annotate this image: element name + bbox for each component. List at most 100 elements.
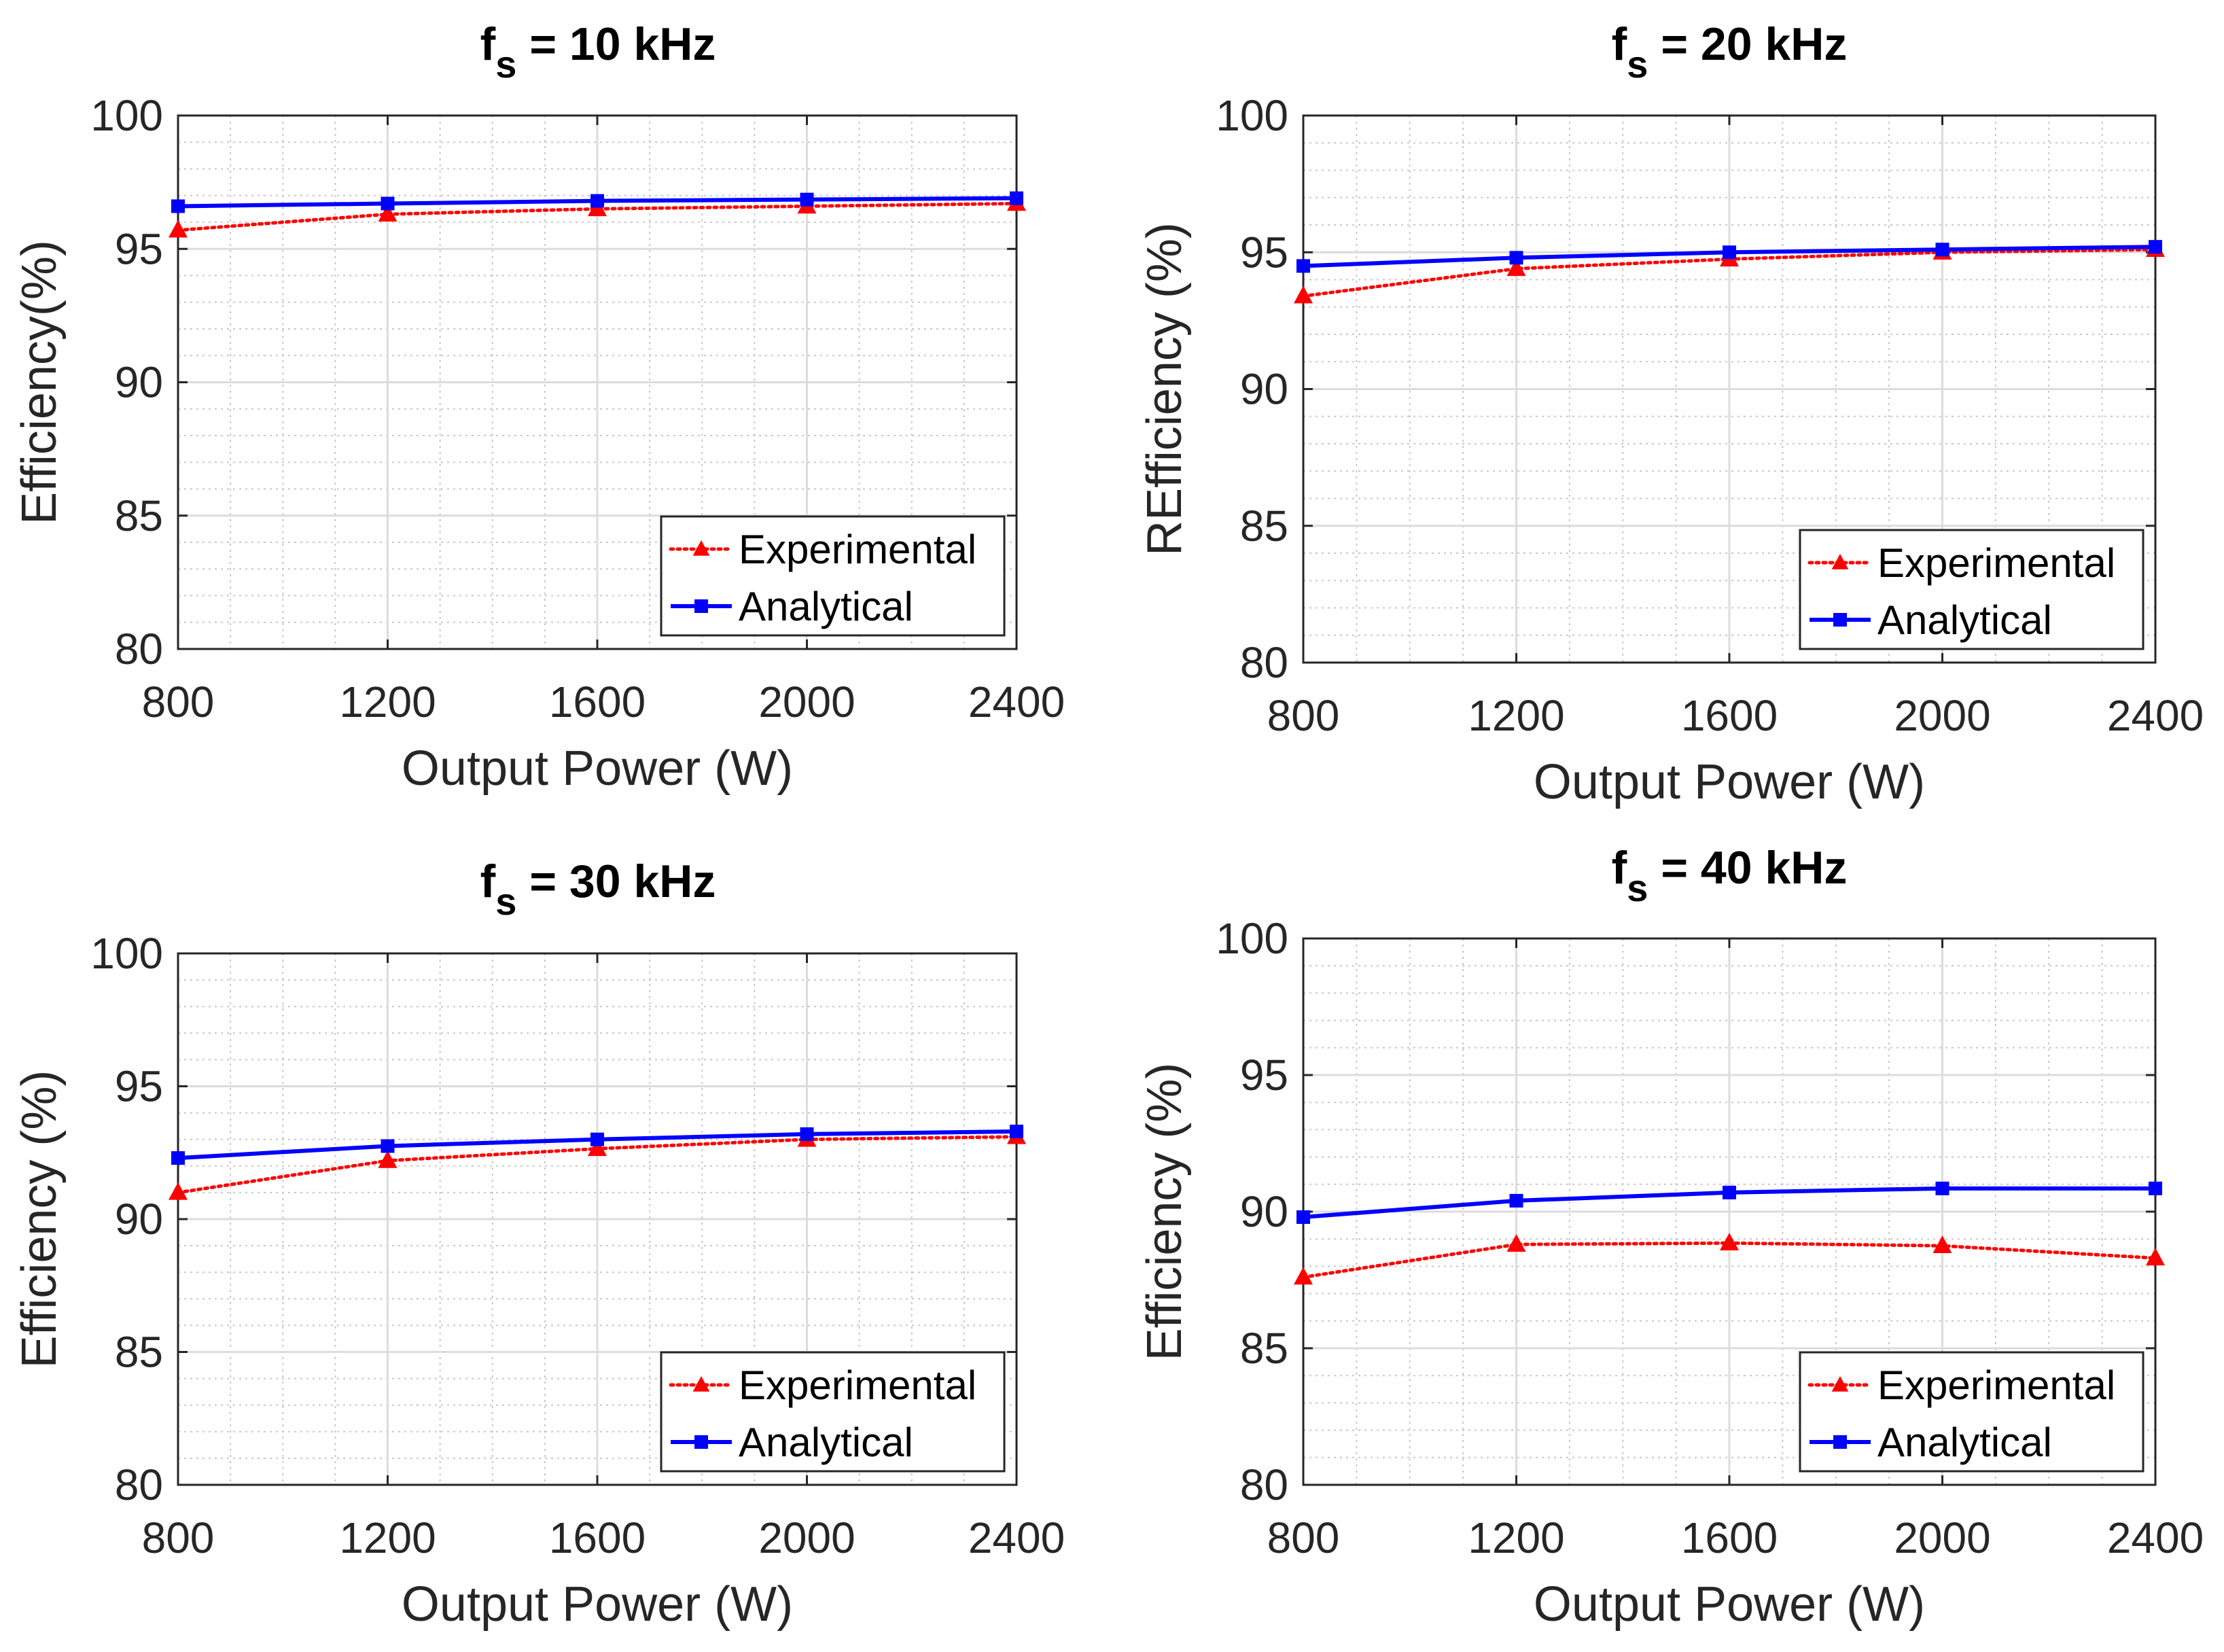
title-subscript: s [495,43,516,86]
title-suffix: = 10 kHz [516,18,716,70]
y-tick-label: 100 [1216,91,1288,140]
chart-panel-1: 800 1200 1600 2000 2400 80 85 90 95 100 Output Pow… [12,18,1065,796]
legend-box [660,1351,1006,1473]
x-tick-label: 2000 [1894,1513,1990,1562]
experimental-point [2145,1248,2166,1266]
y-tick-label: 85 [1240,502,1288,550]
analytical-point [1509,251,1523,265]
analytical-point [381,196,395,211]
y-tick-label: 95 [1240,1051,1288,1100]
legend: Experimental Analytical [1799,1351,2144,1473]
legend-box [1799,529,2144,650]
title-prefix: f [1612,18,1627,70]
experimental-point [168,1182,188,1200]
title-subscript: s [1627,43,1648,86]
y-tick-label: 80 [115,625,163,673]
series-analytical [171,1124,1023,1165]
x-axis-label: Output Power (W) [402,741,793,796]
legend: Experimental Analytical [1799,529,2144,650]
series-analytical [1296,240,2162,273]
x-axis-label: Output Power (W) [1534,755,1925,809]
analytical-point [1935,243,1949,257]
x-tick-label: 1600 [549,678,646,726]
experimental-point [1932,1235,1952,1253]
y-axis-label: Efficiency(%) [12,240,67,525]
legend-label-analytical: Analytical [1877,597,2052,643]
legend-label-experimental: Experimental [1877,1363,2115,1408]
x-tick-label: 2400 [968,678,1065,726]
x-tick-label: 2000 [758,678,855,726]
y-tick-label: 100 [1216,914,1288,963]
x-axis-label: Output Power (W) [402,1577,793,1632]
y-axis-label: REfficiency (%) [1137,222,1192,556]
analytical-point [1296,1210,1310,1225]
legend-label-analytical: Analytical [1877,1420,2052,1465]
experimental-point [1293,1267,1313,1285]
experimental-point [587,1138,607,1157]
y-tick-label: 95 [115,1062,163,1111]
experimental-point [1506,1234,1526,1252]
y-tick-label: 85 [115,1328,163,1377]
legend-square-marker [694,599,708,613]
experimental-point [587,198,607,217]
chart-title: fs = 30 kHz [480,856,716,923]
y-tick-label: 90 [115,358,163,407]
series-analytical [1296,1181,2162,1225]
major-grid [1303,938,2155,1485]
legend: Experimental Analytical [660,1351,1006,1473]
y-tick-label: 100 [90,91,163,140]
chart-panel-2: 800 1200 1600 2000 2400 80 85 90 95 100 Output Pow… [1137,18,2204,809]
y-tick-label: 95 [1240,228,1288,277]
analytical-point [2149,240,2162,254]
chart-title: fs = 20 kHz [1612,18,1848,86]
y-axis-label: Efficiency (%) [12,1070,67,1369]
y-tick-label: 85 [1240,1324,1288,1373]
legend-box [1799,1351,2144,1473]
y-tick-label: 85 [115,491,163,540]
experimental-point [1293,285,1313,304]
analytical-point [171,1151,185,1165]
legend-triangle-marker [692,1376,710,1392]
title-suffix: = 40 kHz [1648,842,1847,894]
title-prefix: f [1612,842,1627,894]
y-axis-label: Efficiency (%) [1137,1063,1192,1361]
analytical-point [381,1139,395,1153]
analytical-point [171,199,185,213]
legend-label-experimental: Experimental [739,1363,976,1408]
x-tick-label: 800 [142,1513,215,1562]
y-tick-label: 90 [1240,1187,1288,1236]
y-tick-label: 100 [90,929,163,978]
legend-label-analytical: Analytical [739,1420,913,1465]
analytical-point [1010,191,1023,205]
x-tick-label: 800 [1267,691,1340,740]
title-subscript: s [1627,866,1648,909]
x-tick-label: 2400 [2107,1513,2204,1562]
title-prefix: f [480,856,496,907]
analytical-point [1723,245,1736,260]
series-experimental [1293,1233,2166,1285]
title-subscript: s [495,880,516,923]
x-tick-label: 2000 [1894,691,1990,740]
analytical-point [590,194,604,208]
series-analytical [171,191,1023,213]
experimental-point [168,219,188,238]
x-tick-label: 1200 [1468,1513,1564,1562]
legend-triangle-marker [1831,554,1849,569]
legend-square-marker [694,1435,708,1449]
analytical-point [1010,1124,1023,1138]
analytical-point [800,1127,814,1141]
analytical-point [2149,1181,2162,1195]
legend-triangle-marker [1831,1376,1849,1392]
legend-triangle-marker [692,540,710,556]
analytical-point [1935,1181,1949,1195]
legend-square-marker [1833,613,1847,627]
analytical-point [1509,1193,1523,1208]
legend-square-marker [1833,1435,1847,1449]
analytical-point [1296,259,1310,273]
title-suffix: = 20 kHz [1648,18,1847,70]
experimental-point [1719,1233,1740,1250]
legend-label-experimental: Experimental [1877,540,2115,586]
x-tick-label: 1200 [1468,691,1564,740]
x-tick-label: 1600 [1681,691,1778,740]
chart-panel-3: 800 1200 1600 2000 2400 80 85 90 95 100 Output Pow… [12,856,1065,1632]
